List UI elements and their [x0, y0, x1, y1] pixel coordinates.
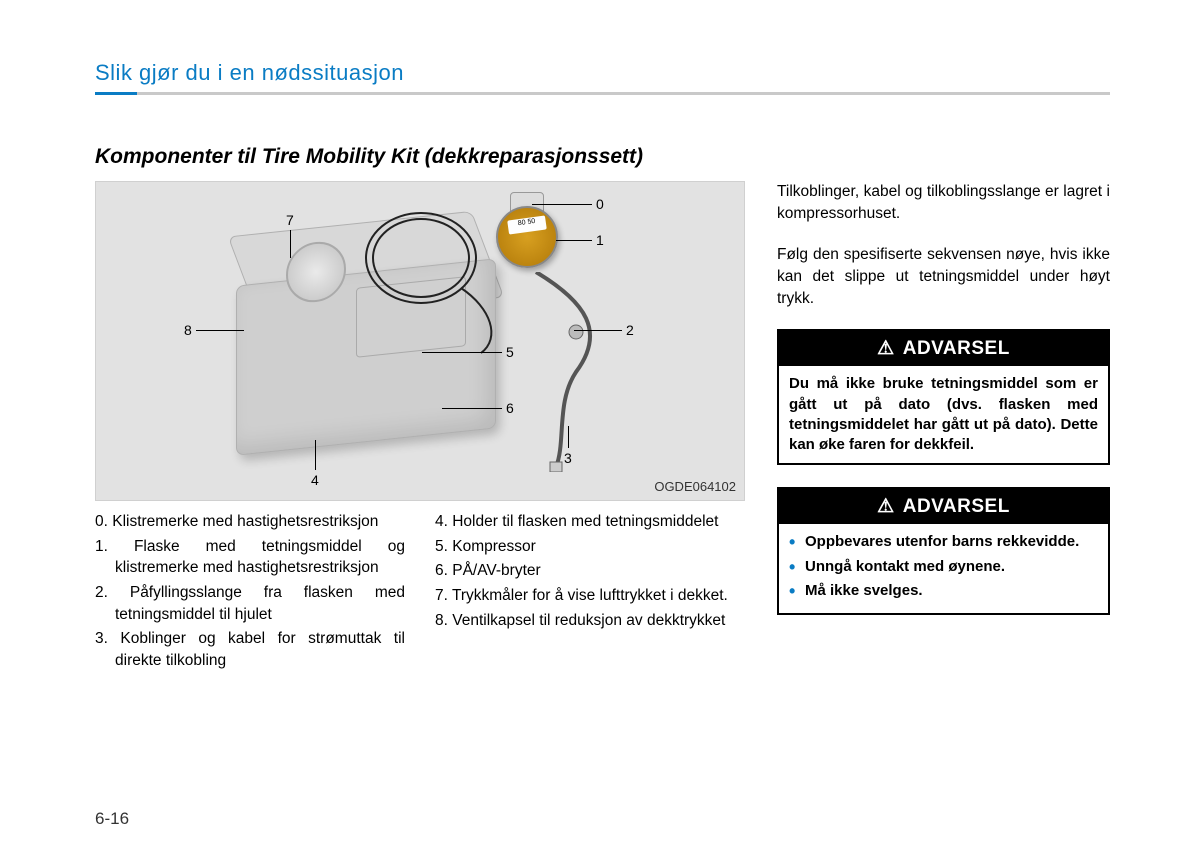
main-content: 80 50 0 1 2 — [95, 181, 1110, 675]
callout-2: 2 — [626, 322, 634, 338]
legend-item: 8. Ventilkapsel til reduksjon av dekktry… — [435, 610, 745, 632]
hose-illustration — [526, 272, 626, 472]
warning-box-2: ADVARSEL Oppbevares utenfor barns rekkev… — [777, 487, 1110, 615]
callout-7: 7 — [286, 212, 294, 228]
left-column: 80 50 0 1 2 — [95, 181, 745, 675]
warning-title: ADVARSEL — [779, 489, 1108, 524]
paragraph: Følg den spesifiserte sekvensen nøye, hv… — [777, 244, 1110, 309]
legend-item: 0. Klistremerke med hastighetsrestriksjo… — [95, 511, 405, 533]
warning-bullet: Oppbevares utenfor barns rekkevidde. — [789, 532, 1098, 552]
header-rule — [95, 92, 1110, 95]
callout-4: 4 — [311, 472, 319, 488]
callout-6: 6 — [506, 400, 514, 416]
warning-body: Du må ikke bruke tetningsmiddel som er g… — [779, 366, 1108, 463]
figure-diagram: 80 50 0 1 2 — [95, 181, 745, 501]
callout-3: 3 — [564, 450, 572, 466]
callout-0: 0 — [596, 196, 604, 212]
legend-item: 5. Kompressor — [435, 536, 745, 558]
warning-bullet: Må ikke svelges. — [789, 581, 1098, 601]
legend-item: 2. Påfyllingsslange fra flasken med tetn… — [95, 582, 405, 625]
warning-bullet: Unngå kontakt med øynene. — [789, 557, 1098, 577]
warning-body: Oppbevares utenfor barns rekkevidde. Unn… — [779, 524, 1108, 613]
legend-col-2: 4. Holder til flasken med tetningsmiddel… — [435, 511, 745, 675]
cable-illustration — [361, 208, 521, 358]
legend-list: 0. Klistremerke med hastighetsrestriksjo… — [95, 511, 745, 675]
callout-1: 1 — [596, 232, 604, 248]
warning-title: ADVARSEL — [779, 331, 1108, 366]
right-column: Tilkoblinger, kabel og tilkoblingsslange… — [777, 181, 1110, 637]
page-number: 6-16 — [95, 809, 129, 829]
legend-col-1: 0. Klistremerke med hastighetsrestriksjo… — [95, 511, 405, 675]
chapter-title: Slik gjør du i en nødssituasjon — [95, 60, 1110, 86]
legend-item: 3. Koblinger og kabel for strømuttak til… — [95, 628, 405, 671]
figure-id: OGDE064102 — [654, 479, 736, 494]
legend-item: 6. PÅ/AV-bryter — [435, 560, 745, 582]
legend-item: 4. Holder til flasken med tetningsmiddel… — [435, 511, 745, 533]
legend-item: 1. Flaske med tetningsmiddel og klistrem… — [95, 536, 405, 579]
section-title: Komponenter til Tire Mobility Kit (dekkr… — [95, 145, 1110, 169]
legend-item: 7. Trykkmåler for å vise lufttrykket i d… — [435, 585, 745, 607]
paragraph: Tilkoblinger, kabel og tilkoblingsslange… — [777, 181, 1110, 224]
warning-box-1: ADVARSEL Du må ikke bruke tetningsmiddel… — [777, 329, 1110, 465]
callout-5: 5 — [506, 344, 514, 360]
callout-8: 8 — [184, 322, 192, 338]
